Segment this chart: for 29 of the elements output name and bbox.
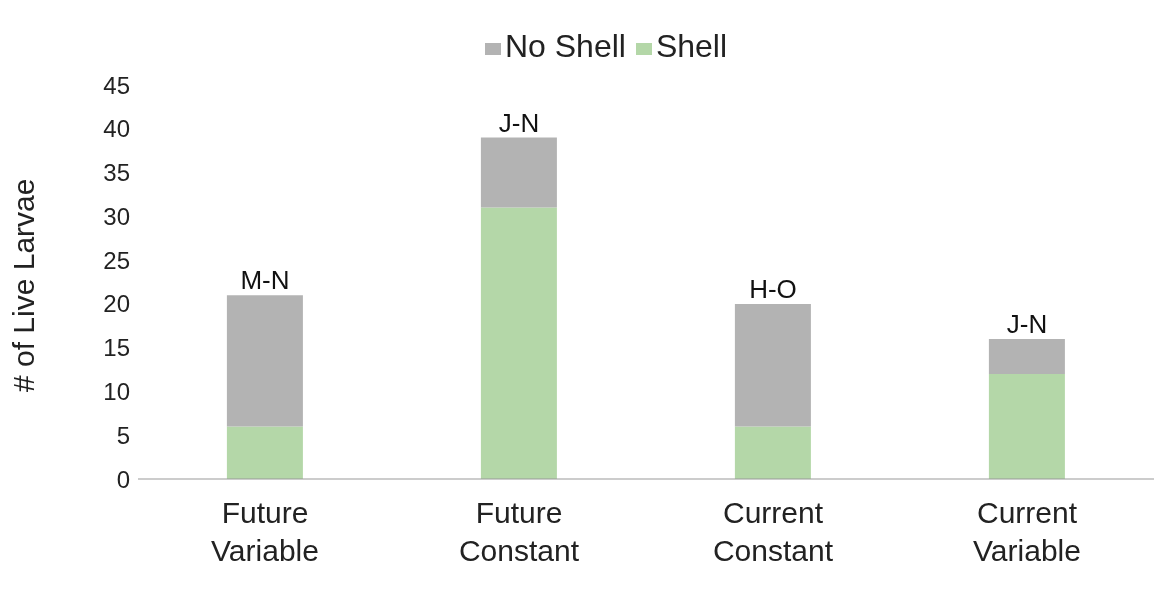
y-tick-label: 5	[116, 421, 130, 449]
bar	[734, 303, 811, 427]
bar	[226, 295, 303, 427]
annotation: J-N	[498, 107, 540, 138]
y-axis-title: # of Live Larvae	[6, 178, 40, 392]
y-tick-label: 45	[103, 71, 130, 99]
annotation: H-O	[749, 273, 797, 304]
x-tick-label: Current Constant	[712, 496, 834, 567]
bar	[480, 137, 557, 208]
y-tick-label: 20	[103, 290, 130, 318]
bar	[480, 207, 557, 479]
y-tick-label: 30	[103, 202, 130, 230]
y-tick-label: 35	[103, 159, 130, 187]
y-tick-label: 15	[103, 334, 130, 362]
y-tick-label: 40	[103, 115, 130, 143]
annotation: M-N	[240, 265, 290, 296]
x-tick-label: Future Variable	[211, 496, 319, 567]
legend-label: No Shell	[504, 28, 626, 64]
legend-label: Shell	[655, 28, 728, 64]
bar	[988, 338, 1065, 374]
x-tick-label: Current Variable	[973, 496, 1081, 567]
bar	[988, 373, 1065, 479]
bar	[734, 426, 811, 479]
y-tick-label: 25	[103, 246, 130, 274]
annotation: J-N	[1006, 308, 1048, 339]
y-tick-label: 0	[116, 465, 130, 493]
bar	[226, 426, 303, 479]
y-tick-label: 10	[103, 377, 130, 405]
x-tick-label: Future Constant	[458, 496, 580, 567]
